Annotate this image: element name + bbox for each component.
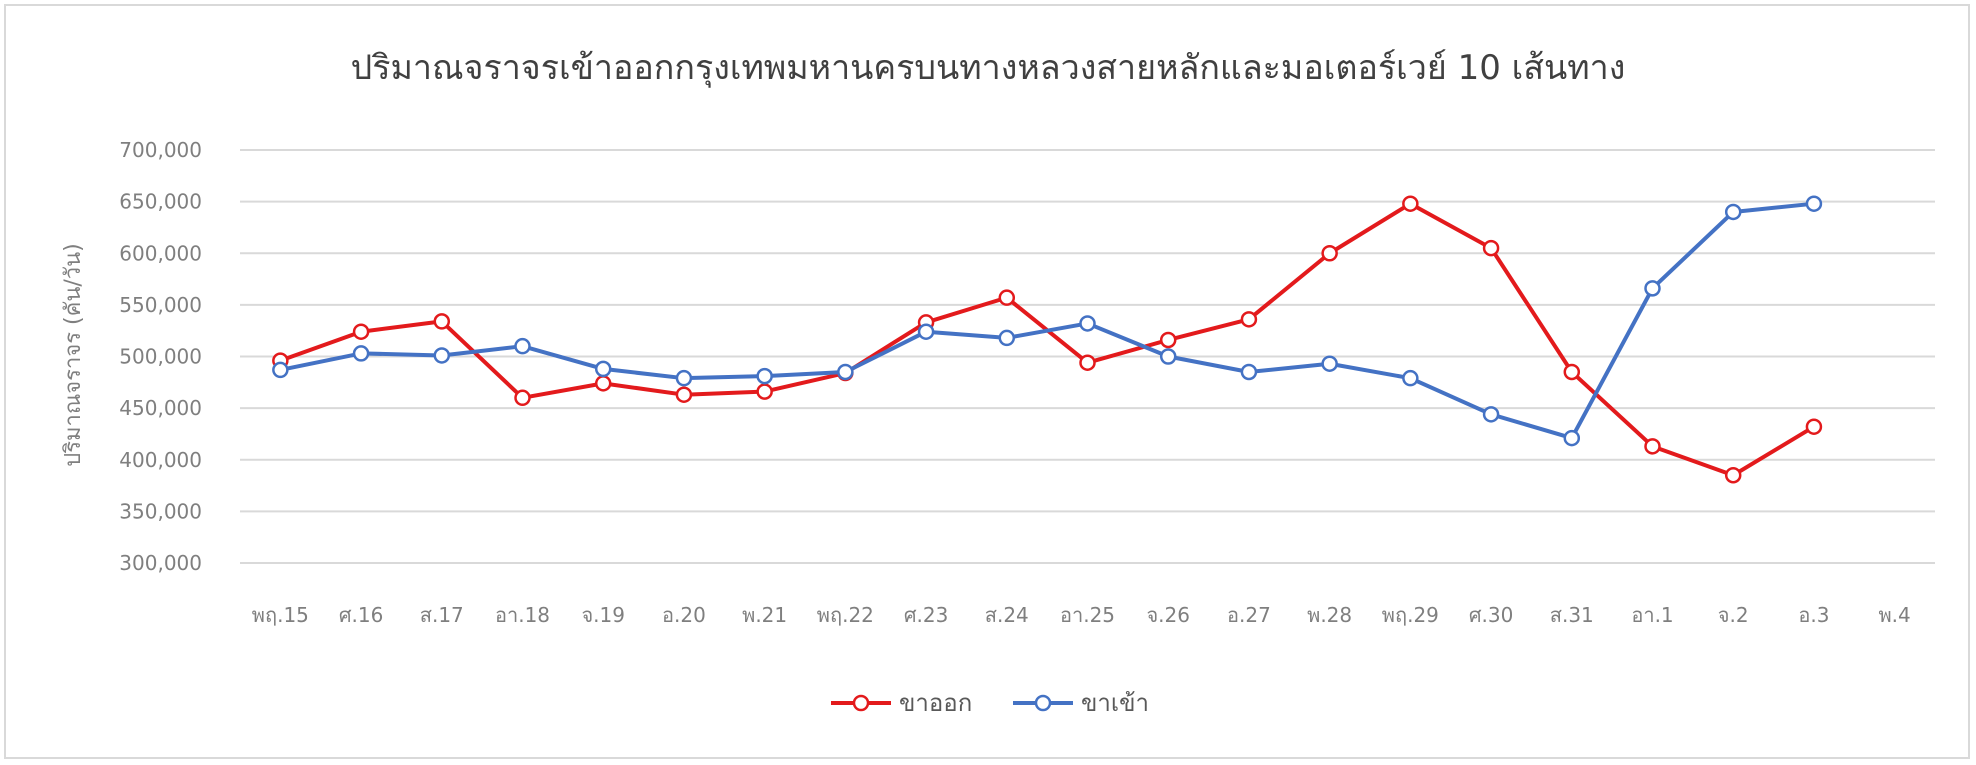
series-line-1: [279, 201, 1815, 478]
data-point: [917, 323, 935, 340]
x-tick-label: ศ.23: [904, 603, 949, 627]
y-tick-label: 600,000: [119, 241, 202, 265]
x-tick-label: พฤ.29: [1382, 603, 1439, 627]
data-point: [1805, 195, 1823, 212]
data-point: [433, 347, 451, 364]
data-point: [514, 337, 531, 355]
x-tick-label: จ.26: [1146, 603, 1190, 627]
chart-title: ปริมาณจราจรเข้าออกกรุงเทพมหานครบนทางหลวง…: [350, 48, 1626, 88]
data-point: [514, 389, 531, 407]
data-point: [1240, 311, 1258, 328]
data-point: [1724, 203, 1742, 221]
data-point: [1159, 348, 1177, 365]
data-point: [272, 361, 289, 379]
data-point: [756, 383, 773, 400]
x-tick-label: พ.4: [1879, 603, 1911, 627]
x-tick-label: จ.19: [581, 603, 625, 627]
x-tick-label: ส.17: [420, 603, 464, 627]
y-tick-label: 550,000: [119, 293, 202, 317]
data-point: [1079, 354, 1096, 371]
x-axis-ticks: พฤ.15 ศ.16 ส.17 อา.18 จ.19 อ.20 พ.21 พฤ.22 ศ.23 ส…: [252, 603, 1911, 627]
y-axis-ticks: 300,000 350,000 400,000 450,000 500,000 550,0…: [119, 138, 202, 575]
data-point: [1240, 363, 1258, 381]
legend: ขาออก ขาเข้า: [831, 689, 1149, 717]
data-point: [433, 313, 451, 330]
data-point: [998, 289, 1016, 306]
x-tick-label: พ.21: [742, 603, 787, 627]
data-point: [594, 375, 612, 392]
y-tick-label: 650,000: [119, 190, 202, 214]
y-tick-label: 500,000: [119, 345, 202, 369]
x-tick-label: อ.27: [1227, 603, 1271, 627]
data-point: [1079, 315, 1096, 332]
x-tick-label: ส.31: [1550, 603, 1594, 627]
x-tick-label: พ.28: [1307, 603, 1352, 627]
data-point: [1563, 363, 1581, 381]
data-point: [675, 369, 693, 387]
data-point: [837, 363, 854, 381]
y-tick-label: 450,000: [119, 396, 202, 420]
data-point: [1402, 369, 1419, 387]
chart-frame: [4, 4, 1970, 759]
data-point: [998, 329, 1016, 347]
data-point: [352, 345, 370, 362]
x-tick-label: อา.1: [1631, 603, 1673, 627]
data-point: [1563, 429, 1581, 447]
x-tick-label: จ.2: [1718, 603, 1749, 627]
data-point: [352, 323, 370, 340]
y-tick-label: 300,000: [119, 551, 202, 575]
data-point: [1482, 239, 1500, 257]
x-tick-label: ส.24: [985, 603, 1029, 627]
y-tick-label: 350,000: [119, 499, 202, 523]
data-point: [1644, 280, 1661, 297]
y-axis-label: ปริมาณจราจร (คัน/วัน): [61, 243, 86, 467]
legend-marker: [852, 694, 870, 712]
y-tick-label: 400,000: [119, 448, 202, 472]
series-line-2: [279, 201, 1815, 441]
series-lines: [272, 195, 1823, 484]
data-point: [1321, 245, 1338, 262]
x-tick-label: อา.18: [495, 603, 550, 627]
legend-marker: [1034, 694, 1052, 712]
gridlines: [240, 149, 1935, 564]
x-tick-label: อา.25: [1060, 603, 1115, 627]
x-tick-label: อ.20: [662, 603, 706, 627]
data-point: [675, 386, 693, 403]
data-point: [1321, 355, 1338, 372]
data-point: [1482, 406, 1500, 423]
data-point: [1159, 331, 1177, 349]
legend-label: ขาออก: [899, 689, 972, 717]
legend-label: ขาเข้า: [1081, 689, 1149, 717]
x-tick-label: พฤ.15: [252, 603, 309, 627]
data-point: [1724, 466, 1742, 484]
x-tick-label: พฤ.22: [817, 603, 874, 627]
x-tick-label: อ.3: [1798, 603, 1829, 627]
data-point: [1402, 195, 1419, 212]
x-tick-label: ศ.30: [1469, 603, 1514, 627]
data-point: [594, 360, 612, 378]
y-tick-label: 700,000: [119, 138, 202, 162]
x-tick-label: ศ.16: [339, 603, 384, 627]
data-point: [1644, 438, 1661, 455]
data-point: [1805, 418, 1823, 435]
data-point: [756, 367, 773, 385]
